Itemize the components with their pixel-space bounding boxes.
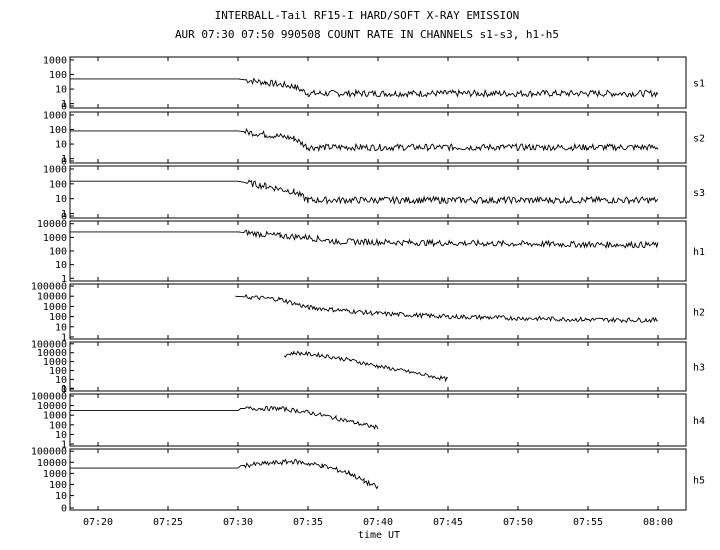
y-tick-label: 1000: [43, 357, 67, 368]
panel-s3: 1000 100 10 10 s3: [43, 164, 705, 222]
y-tick-label: 1: [61, 274, 67, 285]
y-tick-label: 1: [61, 99, 67, 110]
y-tick-label: 100000: [31, 391, 67, 402]
chart-title: INTERBALL-Tail RF15-I HARD/SOFT X-RAY EM…: [215, 9, 520, 22]
panel-s1: 1000 100 10 10 s1: [43, 55, 705, 112]
y-tick-label: 100000: [31, 282, 67, 293]
series-line-s2: [70, 127, 659, 153]
y-tick-label: 100: [49, 247, 67, 258]
y-tick-label: 0: [61, 212, 67, 223]
y-tick-label: 100: [49, 312, 67, 323]
y-tick-label: 0: [61, 102, 67, 113]
channel-label: s1: [693, 79, 705, 90]
panel-frame: [69, 283, 687, 340]
series-line-s3: [70, 179, 659, 206]
y-tick-label: 10000: [37, 219, 67, 230]
x-tick-label: 07:55: [573, 517, 603, 528]
y-tick-label: 1: [61, 440, 67, 451]
panel-frame: [69, 56, 687, 109]
y-tick-label: 10000: [37, 348, 67, 359]
panel-frame: [69, 111, 687, 164]
y-tick-label: 1: [61, 384, 67, 395]
series-line-s1: [70, 77, 659, 99]
panel-frame: [69, 448, 687, 511]
y-tick-label: 1000: [43, 233, 67, 244]
y-tick-label: 100: [49, 366, 67, 377]
y-tick-label: 100: [49, 125, 67, 136]
channel-label: h4: [693, 416, 705, 427]
y-tick-label: 10: [55, 85, 67, 96]
channel-label: h3: [693, 363, 705, 374]
y-tick-label: 10: [55, 322, 67, 333]
y-tick-label: 1000: [43, 164, 67, 175]
channel-label: h1: [693, 247, 705, 258]
y-tick-label: 10000: [37, 401, 67, 412]
y-tick-label: 100: [49, 420, 67, 431]
y-tick-label: 0: [61, 504, 67, 515]
y-tick-label: 1000: [43, 469, 67, 480]
x-tick-label: 07:40: [363, 517, 393, 528]
x-tick-label: 08:00: [643, 517, 673, 528]
y-tick-label: 10: [55, 140, 67, 151]
chart-subtitle: AUR 07:30 07:50 990508 COUNT RATE IN CHA…: [175, 28, 559, 41]
y-tick-label: 1: [61, 154, 67, 165]
y-tick-label: 10000: [37, 458, 67, 469]
series-line-h1: [70, 229, 659, 249]
y-tick-label: 100: [49, 480, 67, 491]
series-line-h5: [70, 458, 379, 490]
x-tick-label: 07:50: [503, 517, 533, 528]
panel-frame: [69, 220, 687, 282]
series-line-h2: [235, 293, 659, 324]
x-axis: 07:20 07:25 07:30 07:35 07:40 07:45 07:50 07:55…: [83, 517, 673, 528]
y-tick-label: 100000: [31, 339, 67, 350]
panel-frame: [69, 393, 687, 447]
y-tick-label: 100000: [31, 447, 67, 458]
x-tick-label: 07:45: [433, 517, 463, 528]
channel-label: s3: [693, 188, 705, 199]
x-tick-label: 07:35: [293, 517, 323, 528]
y-tick-label: 10: [55, 375, 67, 386]
y-tick-label: 1000: [43, 110, 67, 121]
channel-label: h2: [693, 308, 705, 319]
y-tick-label: 100: [49, 179, 67, 190]
channel-label: s2: [693, 134, 705, 145]
series-line-h3: [283, 350, 449, 383]
y-tick-label: 10: [55, 430, 67, 441]
y-tick-label: 0: [61, 385, 67, 396]
y-tick-label: 10: [55, 260, 67, 271]
series-line-h4: [70, 405, 379, 430]
y-tick-label: 0: [61, 157, 67, 168]
y-tick-label: 1: [61, 332, 67, 343]
panels: 10001001010s110001001010s210001001010s31…: [31, 55, 705, 514]
x-tick-label: 07:25: [153, 517, 183, 528]
panel-s2: 1000 100 10 10 s2: [43, 110, 705, 167]
y-tick-label: 1000: [43, 55, 67, 66]
y-tick-label: 10000: [37, 292, 67, 303]
panel-frame: [69, 165, 687, 219]
channel-label: h5: [693, 476, 705, 487]
x-tick-label: 07:20: [83, 517, 113, 528]
y-tick-label: 100: [49, 70, 67, 81]
panel-h1: 10000 1000 100 10 1 h1: [37, 219, 705, 285]
y-tick-label: 1000: [43, 411, 67, 422]
x-tick-label: 07:30: [223, 517, 253, 528]
y-tick-label: 10: [55, 491, 67, 502]
x-axis-label: time UT: [358, 530, 400, 541]
y-tick-label: 1: [61, 209, 67, 220]
y-tick-label: 10: [55, 194, 67, 205]
y-tick-label: 1000: [43, 302, 67, 313]
